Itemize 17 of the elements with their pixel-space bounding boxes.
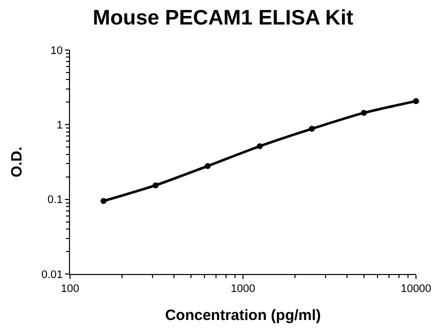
y-tick-label: 0.01 <box>41 268 63 281</box>
point <box>360 110 367 116</box>
chart-title: Mouse PECAM1 ELISA Kit <box>92 6 354 30</box>
point <box>308 126 315 132</box>
y-tick-label: 1 <box>56 120 63 132</box>
y-tick-label: 10 <box>50 44 63 57</box>
point <box>413 98 419 104</box>
x-tick-label: 100 <box>60 283 80 296</box>
point <box>152 182 159 188</box>
point <box>100 198 107 204</box>
point <box>204 163 211 170</box>
y-axis-title: O.D. <box>8 146 26 178</box>
x-tick-label: 10000 <box>400 283 432 296</box>
x-axis-title: Concentration (pg/ml) <box>165 307 321 324</box>
y-tick-label: 0.1 <box>48 194 63 206</box>
x-tick-label: 1000 <box>230 283 256 296</box>
point <box>256 143 263 150</box>
